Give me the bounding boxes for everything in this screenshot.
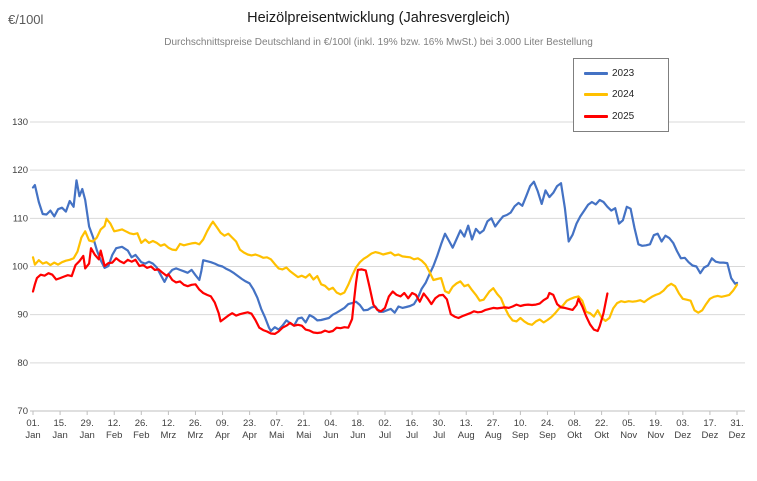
legend-swatch-2023 bbox=[584, 72, 608, 76]
x-tick-label-month: Okt bbox=[567, 430, 582, 441]
legend-label-2025: 2025 bbox=[612, 110, 635, 122]
x-tick-label-month: Aug bbox=[458, 430, 475, 441]
legend-item-2025: 2025 bbox=[584, 111, 668, 122]
legend-swatch-2024 bbox=[584, 93, 608, 97]
x-tick-label-month: Nov bbox=[647, 430, 664, 441]
legend-label-2023: 2023 bbox=[612, 68, 635, 80]
y-tick-label: 110 bbox=[13, 213, 28, 224]
x-tick-label-month: Nov bbox=[620, 430, 637, 441]
x-tick-label-day: 12. bbox=[162, 418, 175, 429]
x-tick-label-month: Sep bbox=[539, 430, 556, 441]
x-tick-label-day: 16. bbox=[405, 418, 418, 429]
y-tick-label: 120 bbox=[12, 165, 28, 176]
legend-item-2023: 2023 bbox=[584, 68, 668, 79]
x-tick-label-month: Jul bbox=[433, 430, 445, 441]
x-tick-label-day: 02. bbox=[378, 418, 391, 429]
x-tick-label-day: 12. bbox=[108, 418, 121, 429]
x-tick-label-month: Dez bbox=[729, 430, 746, 441]
x-tick-label-month: Jan bbox=[52, 430, 67, 441]
legend-item-2024: 2024 bbox=[584, 89, 668, 100]
x-tick-label-day: 13. bbox=[460, 418, 473, 429]
x-tick-label-day: 09. bbox=[216, 418, 229, 429]
y-tick-label: 100 bbox=[12, 262, 28, 273]
x-tick-label-day: 17. bbox=[703, 418, 716, 429]
chart-legend: 2023 2024 2025 bbox=[573, 58, 669, 132]
x-tick-label-month: Apr bbox=[215, 430, 230, 441]
x-tick-label-month: Jul bbox=[379, 430, 391, 441]
x-tick-label-day: 15. bbox=[53, 418, 66, 429]
x-tick-label-day: 10. bbox=[514, 418, 527, 429]
x-tick-label-month: Feb bbox=[106, 430, 122, 441]
x-tick-label-day: 31. bbox=[730, 418, 743, 429]
chart-subtitle: Durchschnittspreise Deutschland in €/100… bbox=[164, 37, 593, 48]
x-tick-label-day: 07. bbox=[270, 418, 283, 429]
x-tick-label-day: 29. bbox=[81, 418, 94, 429]
x-tick-label-day: 23. bbox=[243, 418, 256, 429]
x-tick-label-month: Jul bbox=[406, 430, 418, 441]
x-tick-label-month: Dez bbox=[701, 430, 718, 441]
x-tick-label-day: 27. bbox=[487, 418, 500, 429]
y-tick-label: 70 bbox=[17, 406, 28, 417]
x-tick-label-day: 01. bbox=[26, 418, 39, 429]
x-tick-label-month: Sep bbox=[512, 430, 529, 441]
y-axis-unit-label: €/100l bbox=[8, 12, 44, 27]
x-tick-label-day: 24. bbox=[541, 418, 554, 429]
x-tick-label-day: 04. bbox=[324, 418, 337, 429]
x-tick-label-day: 21. bbox=[297, 418, 310, 429]
x-tick-label-month: Jun bbox=[323, 430, 338, 441]
x-tick-label-day: 19. bbox=[649, 418, 662, 429]
x-tick-label-day: 05. bbox=[622, 418, 635, 429]
x-tick-label-month: Mai bbox=[269, 430, 284, 441]
series-line-2024 bbox=[31, 217, 739, 326]
x-tick-label-month: Okt bbox=[594, 430, 609, 441]
x-tick-label-day: 26. bbox=[135, 418, 148, 429]
x-tick-label-month: Mrz bbox=[188, 430, 204, 441]
y-tick-label: 90 bbox=[17, 310, 28, 321]
x-tick-label-month: Jan bbox=[25, 430, 40, 441]
x-tick-label-day: 26. bbox=[189, 418, 202, 429]
x-tick-label-day: 08. bbox=[568, 418, 581, 429]
x-tick-label-month: Aug bbox=[485, 430, 502, 441]
x-tick-label-month: Mrz bbox=[160, 430, 176, 441]
legend-swatch-2025 bbox=[584, 114, 608, 118]
x-tick-label-month: Apr bbox=[242, 430, 257, 441]
x-tick-label-month: Dez bbox=[674, 430, 691, 441]
x-tick-label-day: 03. bbox=[676, 418, 689, 429]
x-tick-label-month: Mai bbox=[296, 430, 311, 441]
x-tick-label-day: 22. bbox=[595, 418, 608, 429]
chart-title: Heizölpreisentwicklung (Jahresvergleich) bbox=[247, 10, 510, 26]
y-tick-label: 130 bbox=[12, 117, 28, 128]
legend-label-2024: 2024 bbox=[612, 89, 635, 101]
y-tick-label: 80 bbox=[17, 358, 28, 369]
series-line-2025 bbox=[31, 247, 609, 335]
x-tick-label-day: 18. bbox=[351, 418, 364, 429]
x-tick-label-month: Feb bbox=[133, 430, 149, 441]
x-tick-label-day: 30. bbox=[433, 418, 446, 429]
x-tick-label-month: Jan bbox=[79, 430, 94, 441]
series-line-2023 bbox=[31, 179, 739, 333]
x-tick-label-month: Jun bbox=[350, 430, 365, 441]
